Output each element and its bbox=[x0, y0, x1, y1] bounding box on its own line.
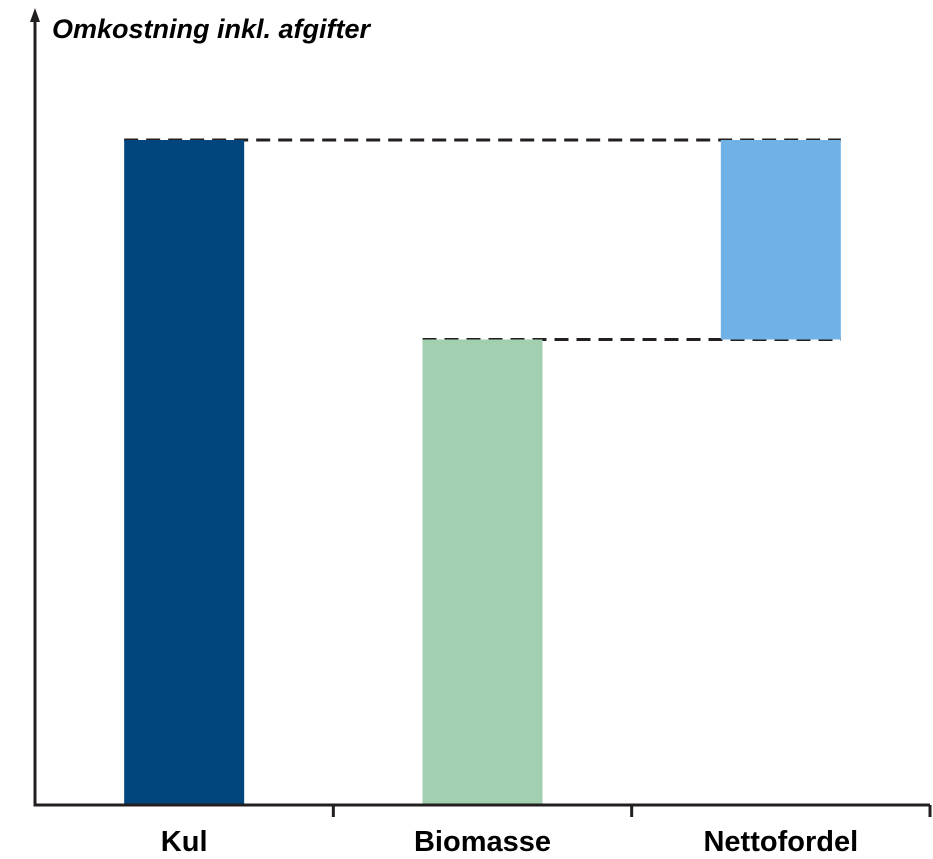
y-axis-label: Omkostning inkl. afgifter bbox=[52, 14, 372, 44]
category-label-nettofordel: Nettofordel bbox=[703, 826, 858, 858]
category-labels: Kul Biomasse Nettofordel bbox=[161, 826, 858, 858]
x-ticks bbox=[333, 805, 930, 817]
category-label-biomasse: Biomasse bbox=[414, 826, 551, 858]
category-label-kul: Kul bbox=[161, 826, 208, 858]
bar-nettofordel bbox=[721, 140, 841, 340]
bar-kul bbox=[124, 140, 244, 805]
bars bbox=[124, 140, 841, 805]
y-axis-arrow-icon bbox=[30, 8, 40, 22]
bar-biomasse bbox=[423, 340, 543, 806]
